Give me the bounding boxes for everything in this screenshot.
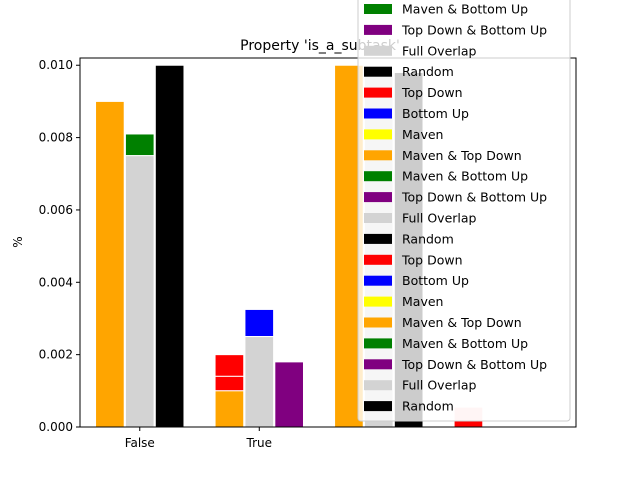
legend-swatch — [364, 4, 392, 14]
legend-label: Random — [402, 231, 454, 246]
legend-label: Random — [402, 399, 454, 414]
legend-box — [357, 0, 571, 422]
plot-frame — [79, 57, 577, 428]
y-tick-label: 0.008 — [39, 131, 73, 145]
legend-swatch — [364, 359, 392, 370]
legend-swatch — [364, 213, 392, 223]
legend-label: Full Overlap — [402, 211, 477, 226]
bar-top-down-4 — [214, 354, 245, 377]
legend-label: Maven & Bottom Up — [402, 169, 528, 184]
legend-label: Maven & Top Down — [402, 148, 522, 163]
legend-swatch — [364, 24, 392, 35]
legend-label: Maven — [402, 294, 443, 309]
legend-label: Top Down — [401, 252, 463, 267]
x-tick-label: False — [125, 436, 155, 450]
legend-label: Maven & Bottom Up — [402, 2, 528, 17]
bar-full-overlap-2 — [124, 155, 155, 428]
legend-label: Bottom Up — [402, 273, 469, 288]
legend-swatch — [364, 275, 392, 286]
legend-swatch — [364, 87, 392, 98]
legend-swatch — [364, 380, 392, 391]
legend-swatch — [364, 401, 392, 412]
legend-swatch — [364, 45, 392, 56]
bar-maven-top-down-0 — [95, 100, 125, 428]
legend-swatch — [364, 171, 392, 182]
legend-swatch — [364, 254, 392, 265]
y-tick-label: 0.002 — [39, 348, 73, 362]
legend: Maven & Bottom Up Top Down & Bottom Up Ful… — [357, 0, 571, 422]
bar-full-overlap-8 — [244, 336, 275, 428]
bar-maven-top-down-6 — [214, 390, 245, 428]
legend-label: Top Down & Bottom Up — [401, 357, 547, 372]
bar-top-down-5 — [214, 375, 245, 392]
legend-swatch — [364, 338, 392, 349]
bar-top-down-bottom-up-9 — [274, 361, 304, 428]
legend-label: Top Down & Bottom Up — [401, 22, 547, 37]
legend-label: Maven & Top Down — [402, 315, 522, 330]
legend-swatch — [364, 192, 392, 203]
legend-swatch — [364, 233, 392, 244]
legend-label: Bottom Up — [402, 106, 469, 121]
legend-label: Maven — [402, 127, 443, 142]
legend-label: Top Down & Bottom Up — [401, 190, 547, 205]
legend-label: Top Down — [401, 85, 463, 100]
bar-bottom-up-7 — [244, 308, 275, 338]
y-tick-label: 0.000 — [39, 420, 73, 434]
x-tick-label: True — [246, 436, 273, 450]
legend-label: Maven & Bottom Up — [402, 336, 528, 351]
legend-swatch — [364, 296, 392, 307]
legend-swatch — [364, 66, 392, 77]
legend-label: Full Overlap — [402, 43, 477, 58]
legend-swatch — [364, 317, 392, 328]
legend-label: Random — [402, 64, 454, 79]
y-axis-label: % — [11, 236, 25, 247]
bar-random-3 — [154, 64, 185, 428]
legend-swatch — [364, 150, 392, 161]
bar-maven-bottom-up-1 — [124, 133, 155, 157]
axes-layer: 0.000 0.002 0.004 0.006 0.008 0.010 False True — [39, 57, 577, 450]
y-tick-label: 0.006 — [39, 203, 73, 217]
legend-swatch — [364, 129, 392, 140]
y-tick-label: 0.010 — [39, 58, 73, 72]
legend-label: Full Overlap — [402, 378, 477, 393]
legend-swatch — [364, 108, 392, 119]
y-tick-label: 0.004 — [39, 275, 73, 289]
